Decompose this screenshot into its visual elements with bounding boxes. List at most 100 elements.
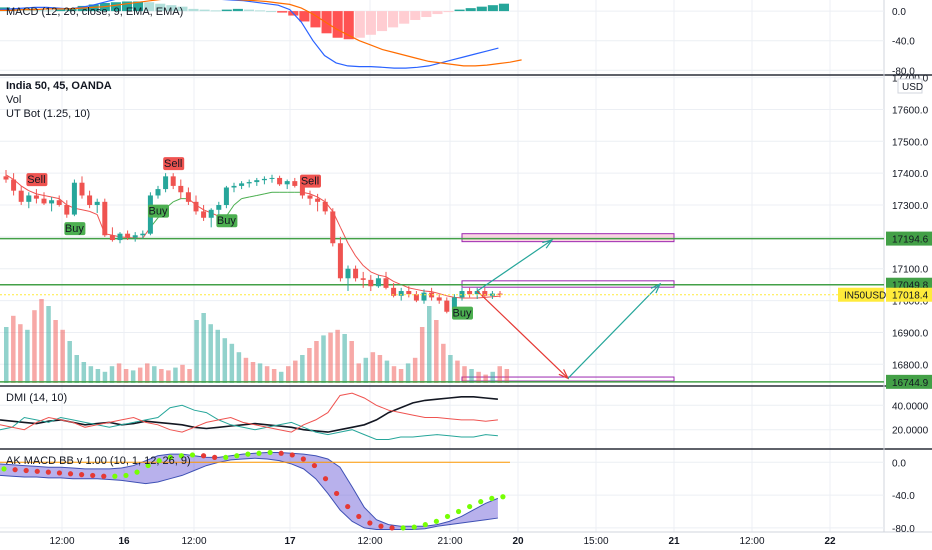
projection-arrow-down <box>476 290 569 379</box>
macd-histogram-bar <box>443 11 454 13</box>
volume-bar <box>229 343 235 383</box>
projection-arrow-recovery-head <box>650 282 662 294</box>
volume-bar <box>187 369 192 383</box>
macd-dot <box>455 508 462 515</box>
macd-histogram-bar <box>66 8 77 12</box>
macd-dot <box>378 523 384 529</box>
dmi-series-line <box>0 404 498 440</box>
macd-dot <box>178 453 184 459</box>
ut-bot-trail-segment <box>5 174 14 180</box>
macd-dot <box>245 451 251 457</box>
ut-bot-trail-segment <box>36 193 45 196</box>
volume-bar <box>236 352 242 383</box>
candle-body <box>330 211 336 244</box>
ut-bot-trail-segment <box>233 198 242 206</box>
price-pane: Sell Buy Buy Sell Buy Sell Buy <box>0 77 884 383</box>
candle-body <box>33 195 39 199</box>
macd-dot <box>478 499 484 505</box>
candle-body <box>307 195 313 199</box>
volume-bar <box>25 329 30 383</box>
volume-bar <box>462 366 467 383</box>
macd-histogram-bar <box>121 1 133 12</box>
signal-tag <box>300 174 321 188</box>
macd-dot <box>356 513 362 520</box>
volume-bar <box>363 357 369 383</box>
macd-pane-title: MACD (12, 26, close, 9, EMA, EMA) <box>6 6 183 18</box>
volume-bar <box>356 363 361 383</box>
volume-bar <box>137 367 143 383</box>
candle-body <box>315 198 321 202</box>
macd-histogram-bar <box>188 8 199 12</box>
volume-bar <box>53 320 58 383</box>
macd-dot <box>400 525 406 531</box>
volume-bar <box>448 355 453 383</box>
sell-signal-label: Sell <box>164 158 182 170</box>
volume-bar <box>130 370 136 383</box>
level-price-tag <box>886 374 932 389</box>
bollinger-band-fill <box>0 452 498 530</box>
volume-bar <box>180 364 185 383</box>
ut-bot-trail-segment <box>446 295 455 298</box>
volume-bar <box>60 329 65 383</box>
volume-bar <box>222 338 228 383</box>
macd-histogram-bar <box>465 8 476 12</box>
volume-bar <box>116 363 122 383</box>
candle-body <box>64 205 70 215</box>
candle-body <box>421 292 427 301</box>
macd-histogram-bar <box>166 5 177 12</box>
volume-bar <box>483 374 488 383</box>
candle-body <box>11 179 17 191</box>
macd-dot <box>334 490 340 497</box>
volume-bar <box>215 329 220 383</box>
candle-body <box>140 233 146 236</box>
x-axis-tick-label: 12:00 <box>49 536 74 547</box>
level-price-tag <box>886 231 932 246</box>
macd-dot <box>389 525 395 531</box>
volume-bar <box>469 369 474 383</box>
macd-histogram-bar <box>243 9 254 12</box>
macd-dot <box>467 503 473 510</box>
candle-body <box>216 205 222 210</box>
volume-bar <box>201 313 206 383</box>
ut-bot-trail-segment <box>423 290 432 293</box>
signal-tag <box>452 306 473 320</box>
candle-body <box>261 178 267 181</box>
macd-histogram-bar <box>454 9 465 12</box>
macd-histogram-bar <box>365 11 376 35</box>
chart-grid <box>0 0 932 533</box>
candle-body <box>109 235 115 241</box>
currency-box <box>897 78 923 94</box>
volume-bar <box>307 348 312 383</box>
macd-dot <box>167 454 173 460</box>
volume-bar <box>370 352 376 383</box>
volume-bar <box>497 366 502 383</box>
macd-axis-tick-label: -80.0 <box>892 66 915 77</box>
volume-bar <box>39 299 44 383</box>
candle-body <box>41 198 47 204</box>
signal-line <box>0 0 522 67</box>
price-axis-tick-label: 16900.0 <box>892 328 929 339</box>
last-price-tag-bg <box>886 287 932 302</box>
volume-bar <box>264 366 270 383</box>
volume-bar <box>18 324 23 383</box>
volume-bar <box>123 369 129 383</box>
macd-dot <box>367 520 373 526</box>
x-axis-tick-label: 12:00 <box>357 536 382 547</box>
macd-dot <box>234 453 240 459</box>
candle-body <box>345 268 351 279</box>
macd-histogram-bar <box>487 5 498 12</box>
candle-body <box>102 201 108 236</box>
candle-body <box>322 201 328 212</box>
macd-histogram-bar <box>399 11 410 24</box>
volume-bar <box>342 334 347 383</box>
candle-body <box>277 177 283 185</box>
ut-bot-trail-segment <box>416 288 425 292</box>
level-price-label: 16744.9 <box>892 378 929 389</box>
x-axis-tick-label: 12:00 <box>739 536 764 547</box>
volume-bar <box>145 363 150 383</box>
volume-bar <box>490 371 495 383</box>
macd-histogram-bar <box>210 10 221 12</box>
candle-body <box>231 185 237 188</box>
macd-dot <box>422 522 428 528</box>
